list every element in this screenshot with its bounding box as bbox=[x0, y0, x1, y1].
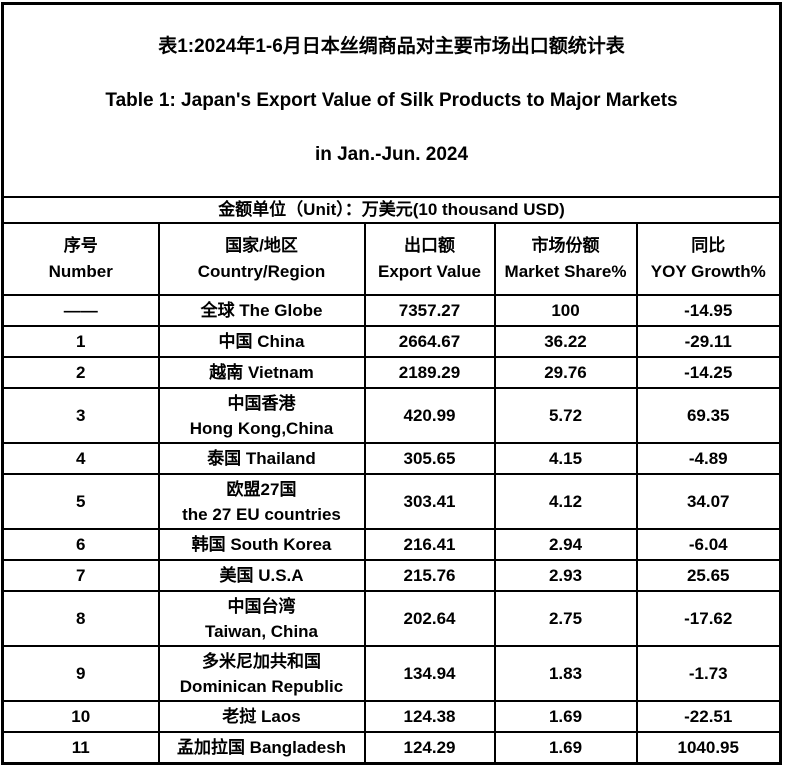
cell-number: 11 bbox=[1, 731, 160, 764]
cell-country: 越南 Vietnam bbox=[157, 356, 366, 389]
cell-export-value: 303.41 bbox=[363, 473, 496, 530]
table-row-eu27: 5 欧盟27国 the 27 EU countries 303.41 4.12 … bbox=[1, 473, 782, 530]
cell-number: 1 bbox=[1, 325, 160, 358]
cell-country: 中国 China bbox=[157, 325, 366, 358]
cell-yoy-growth: 34.07 bbox=[635, 473, 782, 530]
cell-export-value: 420.99 bbox=[363, 387, 496, 444]
cell-yoy-growth: -6.04 bbox=[635, 528, 782, 561]
cell-number: 6 bbox=[1, 528, 160, 561]
table-row-usa: 7 美国 U.S.A 215.76 2.93 25.65 bbox=[1, 559, 782, 592]
cell-export-value: 134.94 bbox=[363, 645, 496, 702]
cell-market-share: 2.93 bbox=[493, 559, 638, 592]
table-title-zh: 表1:2024年1-6月日本丝绸商品对主要市场出口额统计表 bbox=[158, 36, 625, 57]
col-header-export-value: 出口额 Export Value bbox=[363, 222, 496, 296]
cell-yoy-growth: -22.51 bbox=[635, 700, 782, 733]
cell-country: 欧盟27国 the 27 EU countries bbox=[157, 473, 366, 530]
cell-yoy-growth: -1.73 bbox=[635, 645, 782, 702]
cell-number: 3 bbox=[1, 387, 160, 444]
col-header-country: 国家/地区 Country/Region bbox=[157, 222, 366, 296]
table-row-china: 1 中国 China 2664.67 36.22 -29.11 bbox=[1, 325, 782, 358]
cell-export-value: 2189.29 bbox=[363, 356, 496, 389]
col-header-yoy-growth: 同比 YOY Growth% bbox=[635, 222, 782, 296]
cell-yoy-growth: -17.62 bbox=[635, 590, 782, 647]
table-row-dominican-republic: 9 多米尼加共和国 Dominican Republic 134.94 1.83… bbox=[1, 645, 782, 702]
cell-number: 4 bbox=[1, 442, 160, 475]
cell-export-value: 124.29 bbox=[363, 731, 496, 764]
cell-export-value: 202.64 bbox=[363, 590, 496, 647]
table-row-taiwan: 8 中国台湾 Taiwan, China 202.64 2.75 -17.62 bbox=[1, 590, 782, 647]
cell-number: —— bbox=[1, 294, 160, 327]
header-row: 序号 Number 国家/地区 Country/Region 出口额 Expor… bbox=[1, 222, 782, 296]
cell-yoy-growth: -29.11 bbox=[635, 325, 782, 358]
cell-country: 孟加拉国 Bangladesh bbox=[157, 731, 366, 764]
cell-market-share: 29.76 bbox=[493, 356, 638, 389]
cell-market-share: 4.15 bbox=[493, 442, 638, 475]
table-title: 表1:2024年1-6月日本丝绸商品对主要市场出口额统计表 Table 1: J… bbox=[1, 2, 782, 198]
cell-market-share: 2.94 bbox=[493, 528, 638, 561]
cell-country: 泰国 Thailand bbox=[157, 442, 366, 475]
title-row: 表1:2024年1-6月日本丝绸商品对主要市场出口额统计表 Table 1: J… bbox=[1, 2, 782, 198]
cell-yoy-growth: -4.89 bbox=[635, 442, 782, 475]
cell-yoy-growth: 1040.95 bbox=[635, 731, 782, 764]
cell-yoy-growth: -14.95 bbox=[635, 294, 782, 327]
cell-country: 中国台湾 Taiwan, China bbox=[157, 590, 366, 647]
table-row-laos: 10 老挝 Laos 124.38 1.69 -22.51 bbox=[1, 700, 782, 733]
cell-number: 9 bbox=[1, 645, 160, 702]
cell-number: 8 bbox=[1, 590, 160, 647]
cell-market-share: 2.75 bbox=[493, 590, 638, 647]
unit-row: 金额单位（Unit）：万美元(10 thousand USD) bbox=[1, 196, 782, 224]
cell-export-value: 215.76 bbox=[363, 559, 496, 592]
cell-export-value: 2664.67 bbox=[363, 325, 496, 358]
table-title-en-line2: in Jan.-Jun. 2024 bbox=[314, 144, 469, 165]
unit-note: 金额单位（Unit）：万美元(10 thousand USD) bbox=[1, 196, 782, 224]
cell-yoy-growth: -14.25 bbox=[635, 356, 782, 389]
cell-market-share: 4.12 bbox=[493, 473, 638, 530]
table-row-vietnam: 2 越南 Vietnam 2189.29 29.76 -14.25 bbox=[1, 356, 782, 389]
table-title-en-line1: Table 1: Japan's Export Value of Silk Pr… bbox=[105, 90, 678, 111]
cell-yoy-growth: 69.35 bbox=[635, 387, 782, 444]
cell-market-share: 1.69 bbox=[493, 700, 638, 733]
cell-country: 中国香港 Hong Kong,China bbox=[157, 387, 366, 444]
cell-market-share: 1.83 bbox=[493, 645, 638, 702]
cell-country: 老挝 Laos bbox=[157, 700, 366, 733]
table-row-globe: —— 全球 The Globe 7357.27 100 -14.95 bbox=[1, 294, 782, 327]
cell-export-value: 305.65 bbox=[363, 442, 496, 475]
cell-country: 多米尼加共和国 Dominican Republic bbox=[157, 645, 366, 702]
cell-country: 韩国 South Korea bbox=[157, 528, 366, 561]
cell-market-share: 1.69 bbox=[493, 731, 638, 764]
col-header-market-share: 市场份额 Market Share% bbox=[493, 222, 638, 296]
cell-yoy-growth: 25.65 bbox=[635, 559, 782, 592]
table-row-hong-kong: 3 中国香港 Hong Kong,China 420.99 5.72 69.35 bbox=[1, 387, 782, 444]
cell-number: 7 bbox=[1, 559, 160, 592]
cell-number: 10 bbox=[1, 700, 160, 733]
table-row-bangladesh: 11 孟加拉国 Bangladesh 124.29 1.69 1040.95 bbox=[1, 731, 782, 764]
cell-number: 2 bbox=[1, 356, 160, 389]
table-row-thailand: 4 泰国 Thailand 305.65 4.15 -4.89 bbox=[1, 442, 782, 475]
cell-export-value: 216.41 bbox=[363, 528, 496, 561]
cell-country: 全球 The Globe bbox=[157, 294, 366, 327]
col-header-number: 序号 Number bbox=[1, 222, 160, 296]
cell-number: 5 bbox=[1, 473, 160, 530]
cell-market-share: 5.72 bbox=[493, 387, 638, 444]
table-row-south-korea: 6 韩国 South Korea 216.41 2.94 -6.04 bbox=[1, 528, 782, 561]
cell-country: 美国 U.S.A bbox=[157, 559, 366, 592]
cell-export-value: 124.38 bbox=[363, 700, 496, 733]
cell-market-share: 36.22 bbox=[493, 325, 638, 358]
cell-market-share: 100 bbox=[493, 294, 638, 327]
cell-export-value: 7357.27 bbox=[363, 294, 496, 327]
